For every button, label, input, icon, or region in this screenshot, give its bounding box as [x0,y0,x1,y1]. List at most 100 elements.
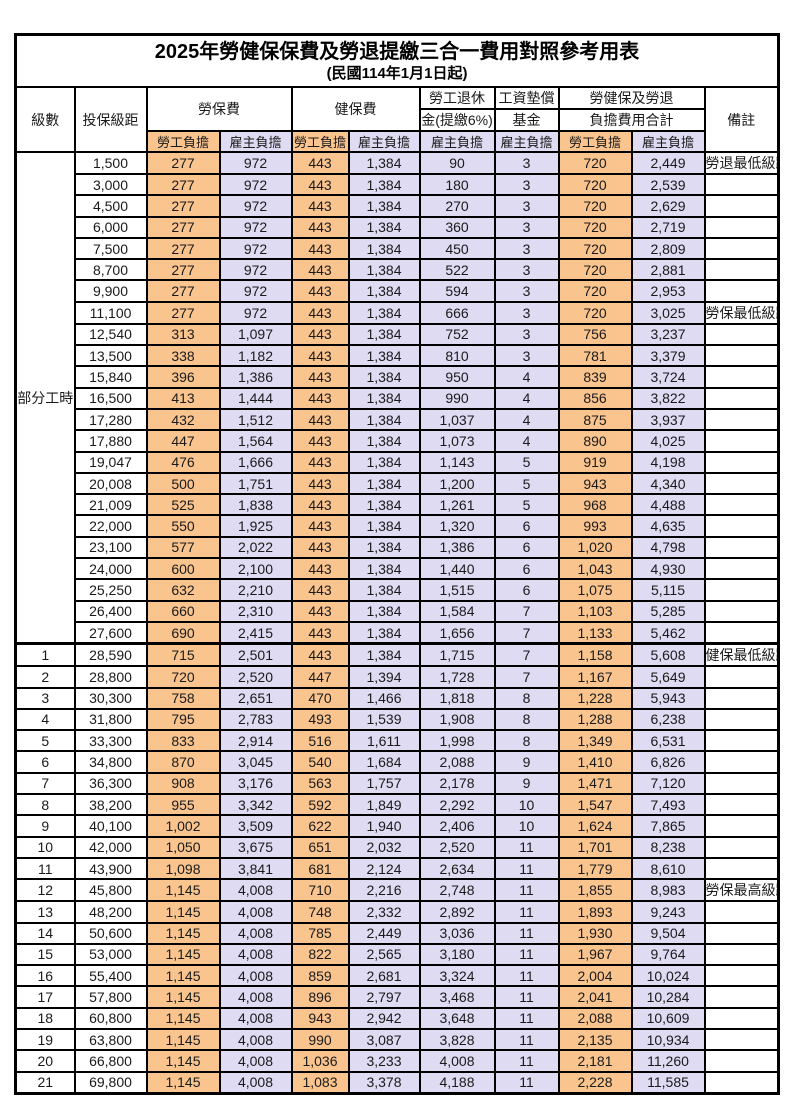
remark-cell [703,365,780,389]
remark-cell [703,344,780,368]
value-cell: 1,584 [418,599,496,623]
value-cell: 4,008 [218,964,293,988]
value-cell: 2,216 [347,878,421,903]
remark-cell: 勞退最低級距 [703,151,780,175]
value-cell: 1,384 [347,344,421,368]
value-cell: 8,238 [630,835,706,859]
level-cell: 17 [14,985,76,1009]
value-cell: 4,025 [630,429,706,453]
value-cell: 443 [290,642,350,668]
value-cell: 3,378 [347,1070,421,1095]
value-cell: 1,624 [557,814,633,838]
value-cell: 720 [557,236,633,261]
value-cell: 277 [145,194,221,218]
value-cell: 720 [557,300,633,325]
subheader-wage-fund-employer: 雇主負擔 [493,130,560,153]
bracket-cell: 9,900 [73,279,148,303]
value-cell: 1,394 [347,665,421,689]
value-cell: 5,943 [630,686,706,710]
value-cell: 2,565 [347,942,421,967]
value-cell: 2,415 [218,620,293,645]
value-cell: 3 [493,300,560,325]
value-cell: 443 [290,599,350,623]
value-cell: 11 [493,985,560,1009]
level-cell: 12 [14,878,76,903]
remark-cell [703,771,780,796]
value-cell: 443 [290,407,350,432]
value-cell: 1,200 [418,471,496,496]
value-cell: 1,002 [145,814,221,838]
remark-cell [703,578,780,602]
table-row: 21,009 525 1,838 443 1,384 1,261 5 968 4,488 [16,493,780,517]
value-cell: 1,998 [418,729,496,753]
value-cell: 1,145 [145,942,221,967]
value-cell: 720 [145,665,221,689]
value-cell: 1,384 [347,450,421,474]
value-cell: 11 [493,942,560,967]
table-row: 3 30,300 758 2,651 470 1,466 1,818 8 1,228 5,943 [14,686,780,710]
value-cell: 10 [493,814,560,838]
value-cell: 1,073 [418,429,496,453]
value-cell: 972 [218,151,293,175]
remark-cell [703,985,780,1009]
value-cell: 810 [418,344,496,368]
table-row: 15 53,000 1,145 4,008 822 2,565 3,180 11 1,967 9,… [14,942,780,967]
value-cell: 3,237 [630,322,706,347]
value-cell: 540 [290,750,350,774]
value-cell: 3,379 [630,344,706,368]
value-cell: 752 [418,322,496,347]
value-cell: 2,004 [557,964,633,988]
subheader-labor-employee: 勞工負擔 [145,130,221,153]
value-cell: 955 [145,793,221,817]
value-cell: 1,384 [347,322,421,347]
value-cell: 1,143 [418,450,496,474]
subheader-total-employer: 雇主負擔 [630,130,706,153]
bracket-cell: 12,540 [73,322,148,347]
value-cell: 4,798 [630,535,706,560]
value-cell: 7 [493,620,560,645]
table-row: 20 66,800 1,145 4,008 1,036 3,233 4,008 11 2,181… [14,1049,780,1073]
col-header-level: 級數 [14,86,76,153]
value-cell: 277 [145,300,221,325]
table-row: 26,400 660 2,310 443 1,384 1,584 7 1,103 5,285 [16,599,780,623]
value-cell: 1,384 [347,279,421,303]
value-cell: 2,178 [418,771,496,796]
header-row-groups-2: 金(提繳6%) 基金 負擔費用合計 [16,108,779,132]
value-cell: 5 [493,493,560,517]
value-cell: 313 [145,322,221,347]
value-cell: 720 [557,215,633,239]
value-cell: 6 [493,557,560,581]
remark-cell [703,471,780,496]
value-cell: 432 [145,407,221,432]
value-cell: 1,261 [418,493,496,517]
value-cell: 7,865 [630,814,706,838]
value-cell: 1,384 [347,407,421,432]
value-cell: 1,384 [347,172,421,197]
row-group-part-time-label: 部分工時 [14,151,76,645]
value-cell: 443 [290,151,350,175]
level-cell: 15 [14,942,76,967]
remark-cell [703,386,780,410]
value-cell: 1,145 [145,878,221,903]
level-cell: 19 [14,1027,76,1052]
value-cell: 577 [145,535,221,560]
value-cell: 4,635 [630,514,706,538]
value-cell: 1,384 [347,215,421,239]
value-cell: 1,145 [145,1070,221,1095]
value-cell: 11 [493,964,560,988]
level-cell: 10 [14,835,76,859]
bracket-cell: 55,400 [73,964,148,988]
value-cell: 9 [493,750,560,774]
remark-cell [703,429,780,453]
value-cell: 443 [290,279,350,303]
value-cell: 2,332 [347,900,421,924]
remark-cell [703,279,780,303]
value-cell: 2,719 [630,215,706,239]
table-row: 21 69,800 1,145 4,008 1,083 3,378 4,188 11 2,228… [14,1070,780,1095]
bracket-cell: 7,500 [73,236,148,261]
value-cell: 1,855 [557,878,633,903]
bracket-cell: 36,300 [73,771,148,796]
value-cell: 720 [557,151,633,175]
value-cell: 1,908 [418,707,496,732]
